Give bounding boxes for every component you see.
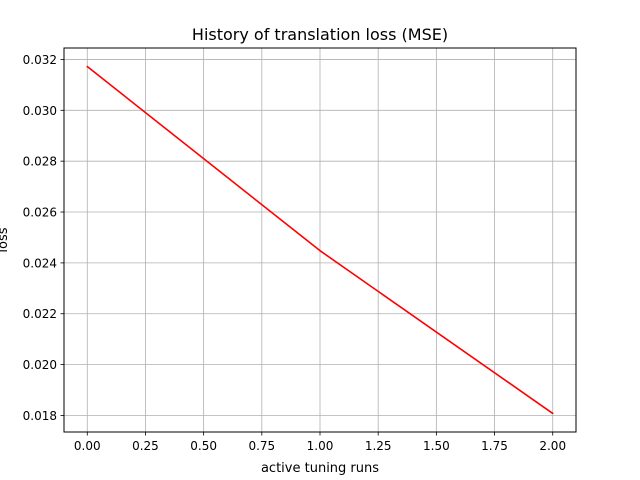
y-tick-label: 0.028 bbox=[23, 155, 57, 169]
x-tick-label: 0.00 bbox=[74, 439, 101, 453]
series-layer bbox=[86, 65, 554, 415]
y-tick-label: 0.030 bbox=[23, 104, 57, 118]
y-tick-label: 0.026 bbox=[23, 206, 57, 220]
loss-data-point bbox=[551, 412, 554, 415]
x-tick-label: 0.50 bbox=[190, 439, 217, 453]
x-tick-label: 2.00 bbox=[539, 439, 566, 453]
x-axis-ticks: 0.00 0.25 0.50 0.75 1.00 1.25 1.50 1.75 2.00 bbox=[74, 432, 566, 453]
y-tick-label: 0.018 bbox=[23, 409, 57, 423]
x-tick-label: 1.00 bbox=[307, 439, 334, 453]
x-tick-label: 0.75 bbox=[248, 439, 275, 453]
y-axis-label: loss bbox=[0, 227, 11, 252]
y-tick-label: 0.020 bbox=[23, 358, 57, 372]
chart-title: History of translation loss (MSE) bbox=[192, 25, 448, 44]
loss-data-point bbox=[319, 249, 321, 252]
y-tick-label: 0.022 bbox=[23, 307, 57, 321]
x-tick-label: 1.50 bbox=[423, 439, 450, 453]
x-tick-label: 1.75 bbox=[481, 439, 508, 453]
loss-data-point bbox=[86, 65, 89, 68]
x-tick-label: 1.25 bbox=[365, 439, 392, 453]
grid bbox=[64, 48, 576, 432]
y-axis-ticks: 0.018 0.020 0.022 0.024 0.026 0.028 0.030 0.032 bbox=[23, 53, 64, 423]
x-axis-label: active tuning runs bbox=[261, 461, 379, 476]
y-tick-label: 0.024 bbox=[23, 256, 57, 270]
x-tick-label: 0.25 bbox=[132, 439, 159, 453]
y-tick-label: 0.032 bbox=[23, 53, 57, 67]
